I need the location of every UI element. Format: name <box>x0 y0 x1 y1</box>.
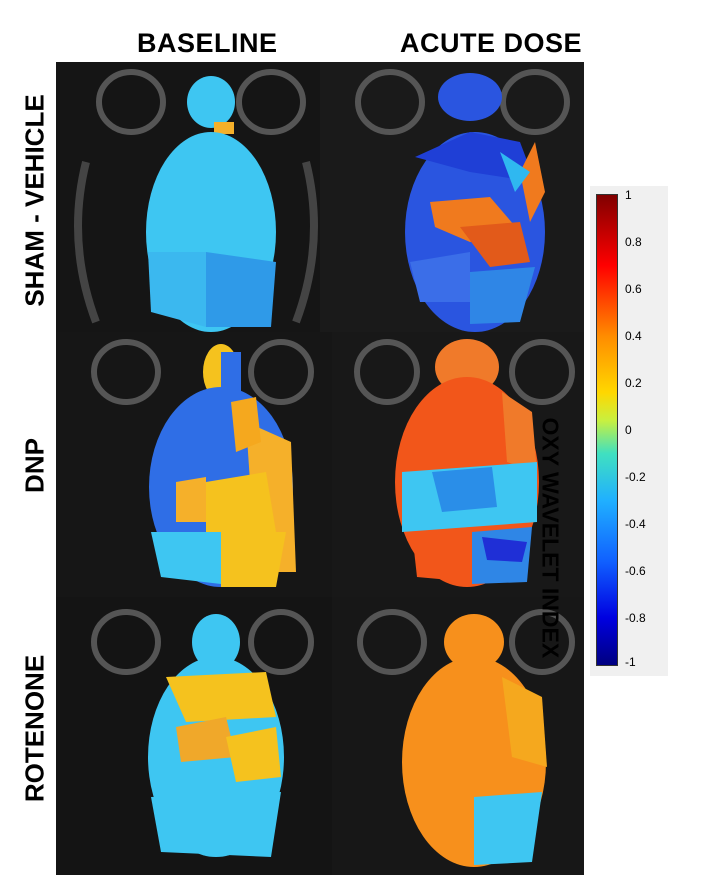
colorbar-tick: -0.8 <box>625 611 646 625</box>
brain-map-dnp-baseline <box>56 332 332 597</box>
row-label-sham-vehicle: SHAM - VEHICLE <box>19 94 50 307</box>
panel-dnp-baseline <box>56 332 332 597</box>
colorbar-tick: 1 <box>625 188 632 202</box>
colorbar-tick: 0.6 <box>625 282 642 296</box>
panel-rotenone-acute <box>332 597 584 875</box>
colorbar-tick: -1 <box>625 655 636 669</box>
panel-rotenone-baseline <box>56 597 332 875</box>
colorbar: 1 0.8 0.6 0.4 0.2 0 -0.2 -0.4 -0.6 -0.8 … <box>590 186 668 676</box>
brain-map-rotenone-baseline <box>56 597 332 875</box>
column-header-baseline: BASELINE <box>137 28 278 58</box>
colorbar-tick: 0.8 <box>625 235 642 249</box>
colorbar-gradient <box>596 194 618 666</box>
panel-sham-baseline <box>56 62 332 332</box>
colorbar-tick: -0.6 <box>625 564 646 578</box>
colorbar-tick: 0 <box>625 423 632 437</box>
colorbar-tick: 0.4 <box>625 329 642 343</box>
colorbar-title: OXY WAVELET INDEX <box>537 417 564 659</box>
brain-map-sham-baseline <box>56 62 332 332</box>
brain-map-sham-acute <box>320 62 584 332</box>
colorbar-tick: -0.2 <box>625 470 646 484</box>
colorbar-tick: -0.4 <box>625 517 646 531</box>
column-header-acute-dose: ACUTE DOSE <box>400 28 583 58</box>
panel-dnp-acute <box>332 332 584 597</box>
panel-sham-acute <box>320 62 584 332</box>
brain-map-rotenone-acute <box>332 597 584 875</box>
row-label-rotenone: ROTENONE <box>19 654 50 803</box>
row-label-dnp: DNP <box>19 438 50 493</box>
colorbar-tick: 0.2 <box>625 376 642 390</box>
brain-map-dnp-acute <box>332 332 584 597</box>
